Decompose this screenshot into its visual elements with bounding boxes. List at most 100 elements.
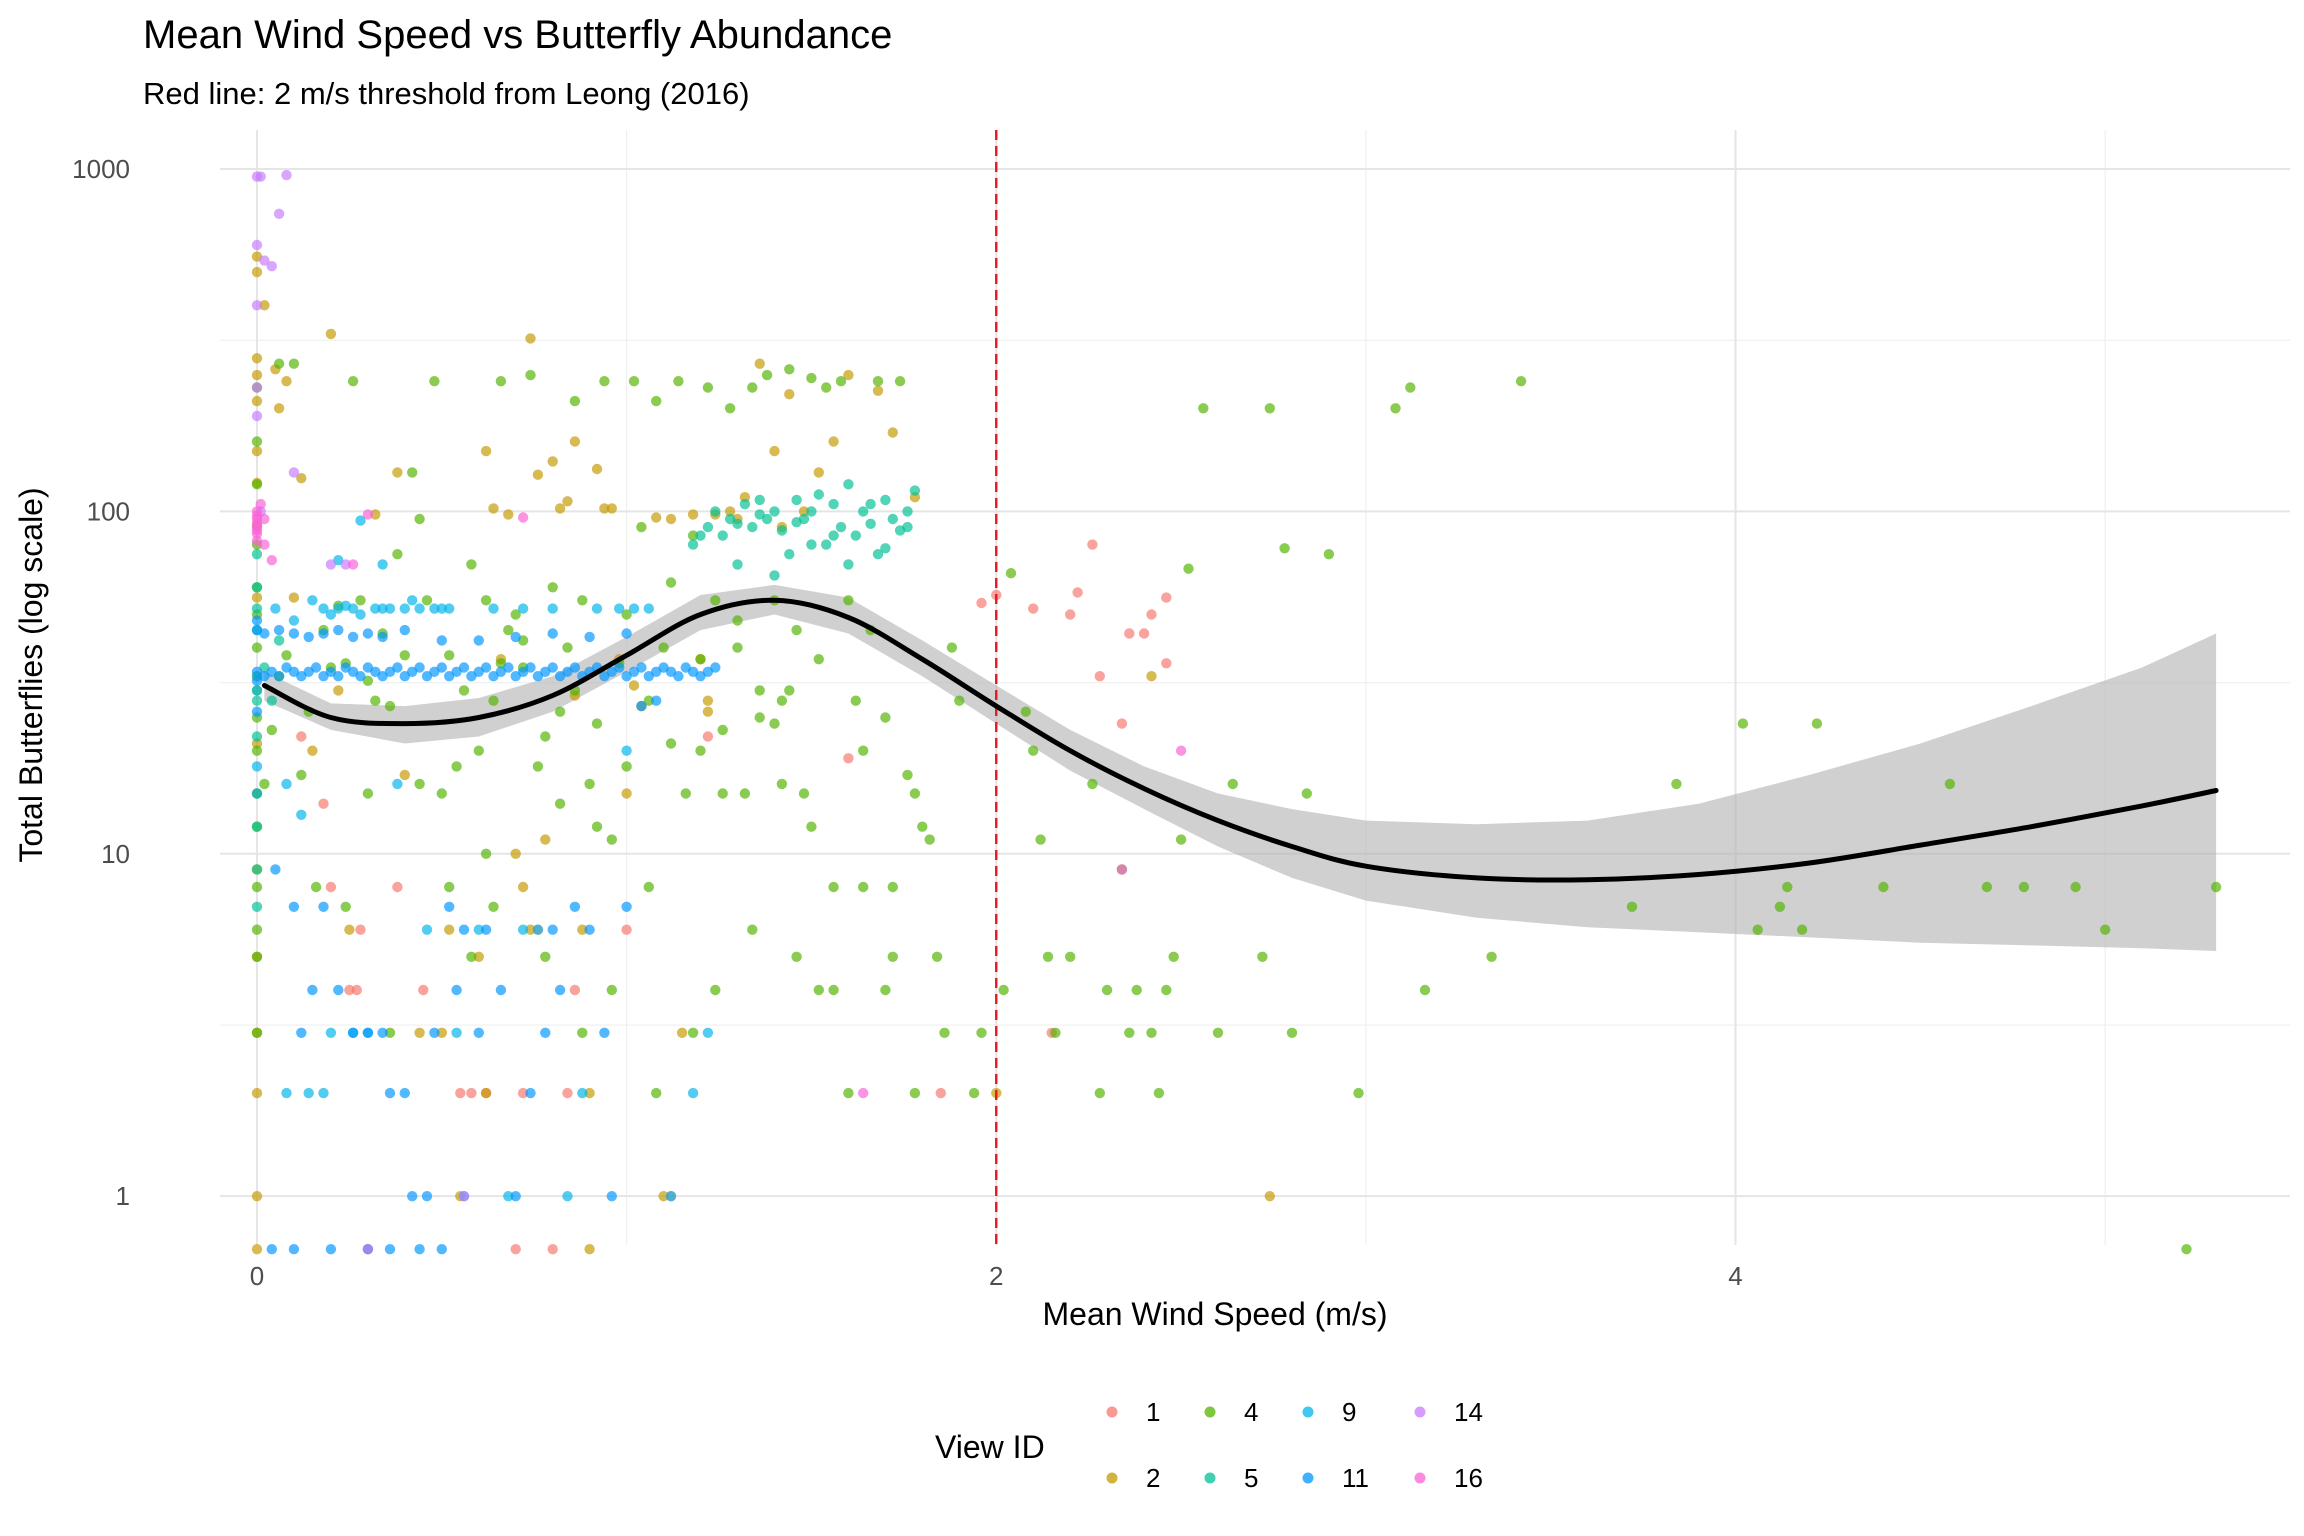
data-point [591, 821, 603, 832]
data-point [724, 506, 736, 517]
data-point [1279, 543, 1290, 554]
data-point [362, 788, 374, 799]
data-point [577, 924, 588, 935]
data-point [1878, 881, 1889, 893]
data-point [673, 671, 684, 682]
data-point [503, 509, 514, 520]
data-point [384, 1244, 396, 1255]
data-point [251, 821, 263, 832]
data-point [569, 436, 581, 447]
data-point [1390, 403, 1401, 414]
legend-label: 14 [1454, 1397, 1483, 1427]
legend-label: 16 [1454, 1463, 1483, 1493]
data-point [776, 525, 788, 536]
data-point [436, 635, 447, 646]
data-point [732, 518, 743, 529]
data-point [355, 924, 366, 935]
data-point [525, 1087, 536, 1099]
x-tick-label: 4 [1728, 1261, 1742, 1291]
data-point [1094, 1087, 1106, 1099]
data-point [821, 539, 832, 550]
data-point [429, 1027, 440, 1039]
data-point [1146, 609, 1157, 620]
data-point [251, 731, 263, 742]
data-point [1161, 658, 1172, 669]
data-point [872, 376, 884, 387]
data-point [384, 603, 396, 614]
data-point [917, 821, 928, 832]
data-point [584, 1087, 595, 1099]
data-point [621, 788, 632, 799]
data-point [340, 901, 351, 912]
data-point [1515, 376, 1527, 387]
data-point [1175, 834, 1187, 845]
data-point [710, 662, 721, 673]
data-point [968, 1087, 980, 1099]
data-point [288, 358, 300, 369]
legend-label: 1 [1146, 1397, 1160, 1427]
data-point [451, 761, 462, 772]
data-point [1168, 951, 1179, 962]
data-point [532, 469, 544, 480]
data-point [251, 642, 263, 653]
y-tick-label: 10 [101, 839, 130, 869]
data-point [769, 718, 780, 729]
data-point [924, 834, 935, 845]
data-point [377, 1027, 388, 1039]
data-point [281, 778, 292, 790]
data-point [251, 582, 263, 593]
data-point [628, 376, 640, 387]
data-point [466, 1087, 477, 1099]
data-point [547, 924, 558, 935]
data-point [384, 700, 396, 712]
data-point [273, 358, 285, 369]
data-point [517, 512, 529, 523]
data-point [1087, 539, 1098, 550]
data-point [562, 1087, 573, 1099]
data-point [325, 881, 337, 893]
data-point [724, 513, 736, 525]
data-point [251, 410, 263, 422]
data-point [503, 624, 514, 636]
legend-item: 11 [1302, 1463, 1369, 1493]
data-point [547, 456, 558, 467]
legend-item: 4 [1204, 1397, 1258, 1427]
data-point [259, 300, 270, 311]
data-point [259, 778, 270, 790]
data-point [1286, 1027, 1298, 1039]
data-point [510, 1244, 521, 1255]
data-point [307, 595, 318, 606]
data-point [1323, 549, 1335, 560]
data-point [614, 662, 625, 673]
data-point [865, 498, 876, 510]
data-point [562, 496, 573, 507]
data-point [251, 369, 263, 381]
data-point [429, 603, 440, 614]
data-point [1146, 671, 1157, 682]
data-point [732, 615, 743, 626]
data-point [251, 549, 263, 560]
data-point [2181, 1244, 2192, 1255]
chart-title: Mean Wind Speed vs Butterfly Abundance [143, 13, 892, 57]
data-point [407, 1191, 418, 1202]
data-point [954, 695, 965, 706]
data-point [2018, 881, 2030, 893]
data-point [791, 494, 802, 506]
data-point [251, 695, 263, 706]
data-point [621, 745, 632, 756]
data-point [887, 513, 898, 525]
data-point [717, 530, 728, 541]
data-point [466, 559, 477, 570]
data-point [643, 603, 654, 614]
data-point [769, 445, 780, 457]
data-point [347, 1027, 359, 1039]
data-point [828, 530, 839, 541]
data-point [909, 485, 921, 496]
data-point [828, 881, 839, 893]
data-point [281, 1087, 292, 1099]
data-point [407, 595, 418, 606]
chart-subtitle: Red line: 2 m/s threshold from Leong (20… [143, 76, 750, 111]
data-point [251, 603, 263, 614]
data-point [554, 798, 566, 809]
